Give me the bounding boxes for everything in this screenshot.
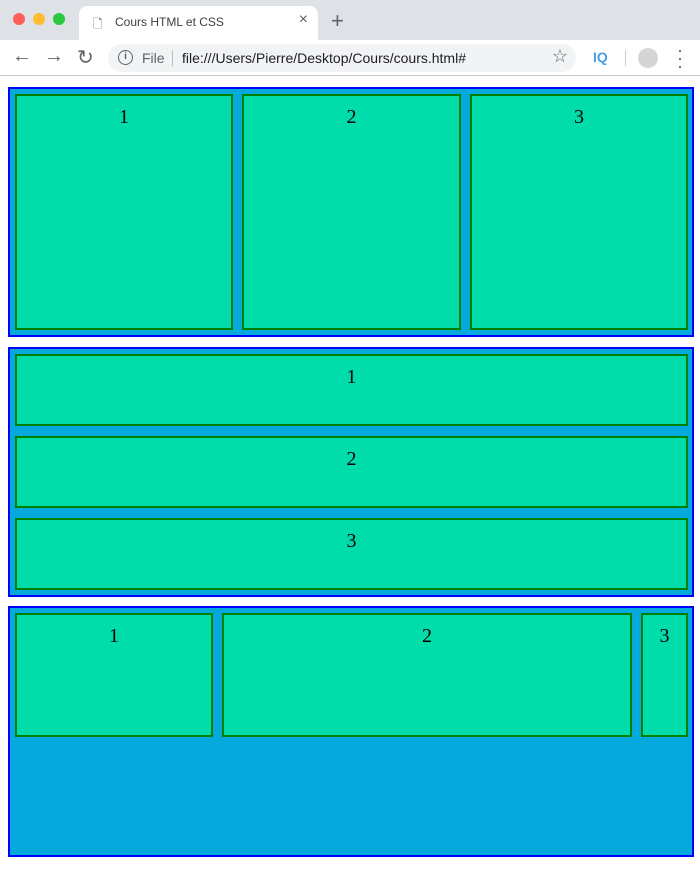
forward-icon[interactable]: → — [44, 45, 64, 67]
info-icon[interactable]: i — [118, 50, 133, 65]
close-tab-icon[interactable]: × — [298, 11, 308, 28]
back-icon[interactable]: ← — [12, 45, 32, 67]
divider — [172, 50, 173, 66]
document-icon: 🗋 — [93, 17, 103, 31]
flex-item: 1 — [15, 613, 213, 737]
url-text[interactable]: file:///Users/Pierre/Desktop/Cours/cours… — [182, 50, 466, 66]
toolbar: ← → ↻ i File file:///Users/Pierre/Deskto… — [0, 40, 700, 76]
flex-item: 2 — [222, 613, 632, 737]
reload-icon[interactable]: ↻ — [77, 47, 94, 69]
flex-item: 1 — [15, 94, 233, 330]
profile-avatar[interactable] — [638, 48, 658, 68]
flex-item: 2 — [242, 94, 461, 330]
flex-container-row: 1 2 3 — [8, 87, 694, 337]
url-scheme-label: File — [142, 50, 165, 66]
flex-item: 2 — [15, 436, 688, 508]
flex-item: 3 — [641, 613, 688, 737]
address-bar[interactable]: i File file:///Users/Pierre/Desktop/Cour… — [108, 44, 576, 72]
new-tab-button[interactable]: + — [331, 8, 344, 33]
extension-iq-button[interactable]: IQ — [593, 49, 608, 65]
flex-container-column: 1 2 3 — [8, 347, 694, 597]
flex-item: 3 — [15, 518, 688, 590]
minimize-window-button[interactable] — [33, 13, 45, 25]
more-menu-icon[interactable]: · · · — [677, 40, 683, 76]
flex-container-grow: 1 2 3 — [8, 606, 694, 857]
flex-item: 1 — [15, 354, 688, 426]
divider — [625, 50, 626, 66]
tab-bar: 🗋 Cours HTML et CSS × + — [0, 0, 700, 40]
flex-item: 3 — [470, 94, 688, 330]
maximize-window-button[interactable] — [53, 13, 65, 25]
tab-title: Cours HTML et CSS — [115, 15, 224, 29]
close-window-button[interactable] — [13, 13, 25, 25]
browser-tab[interactable]: 🗋 Cours HTML et CSS × — [79, 6, 318, 40]
bookmark-star-icon[interactable]: ☆ — [551, 46, 568, 66]
